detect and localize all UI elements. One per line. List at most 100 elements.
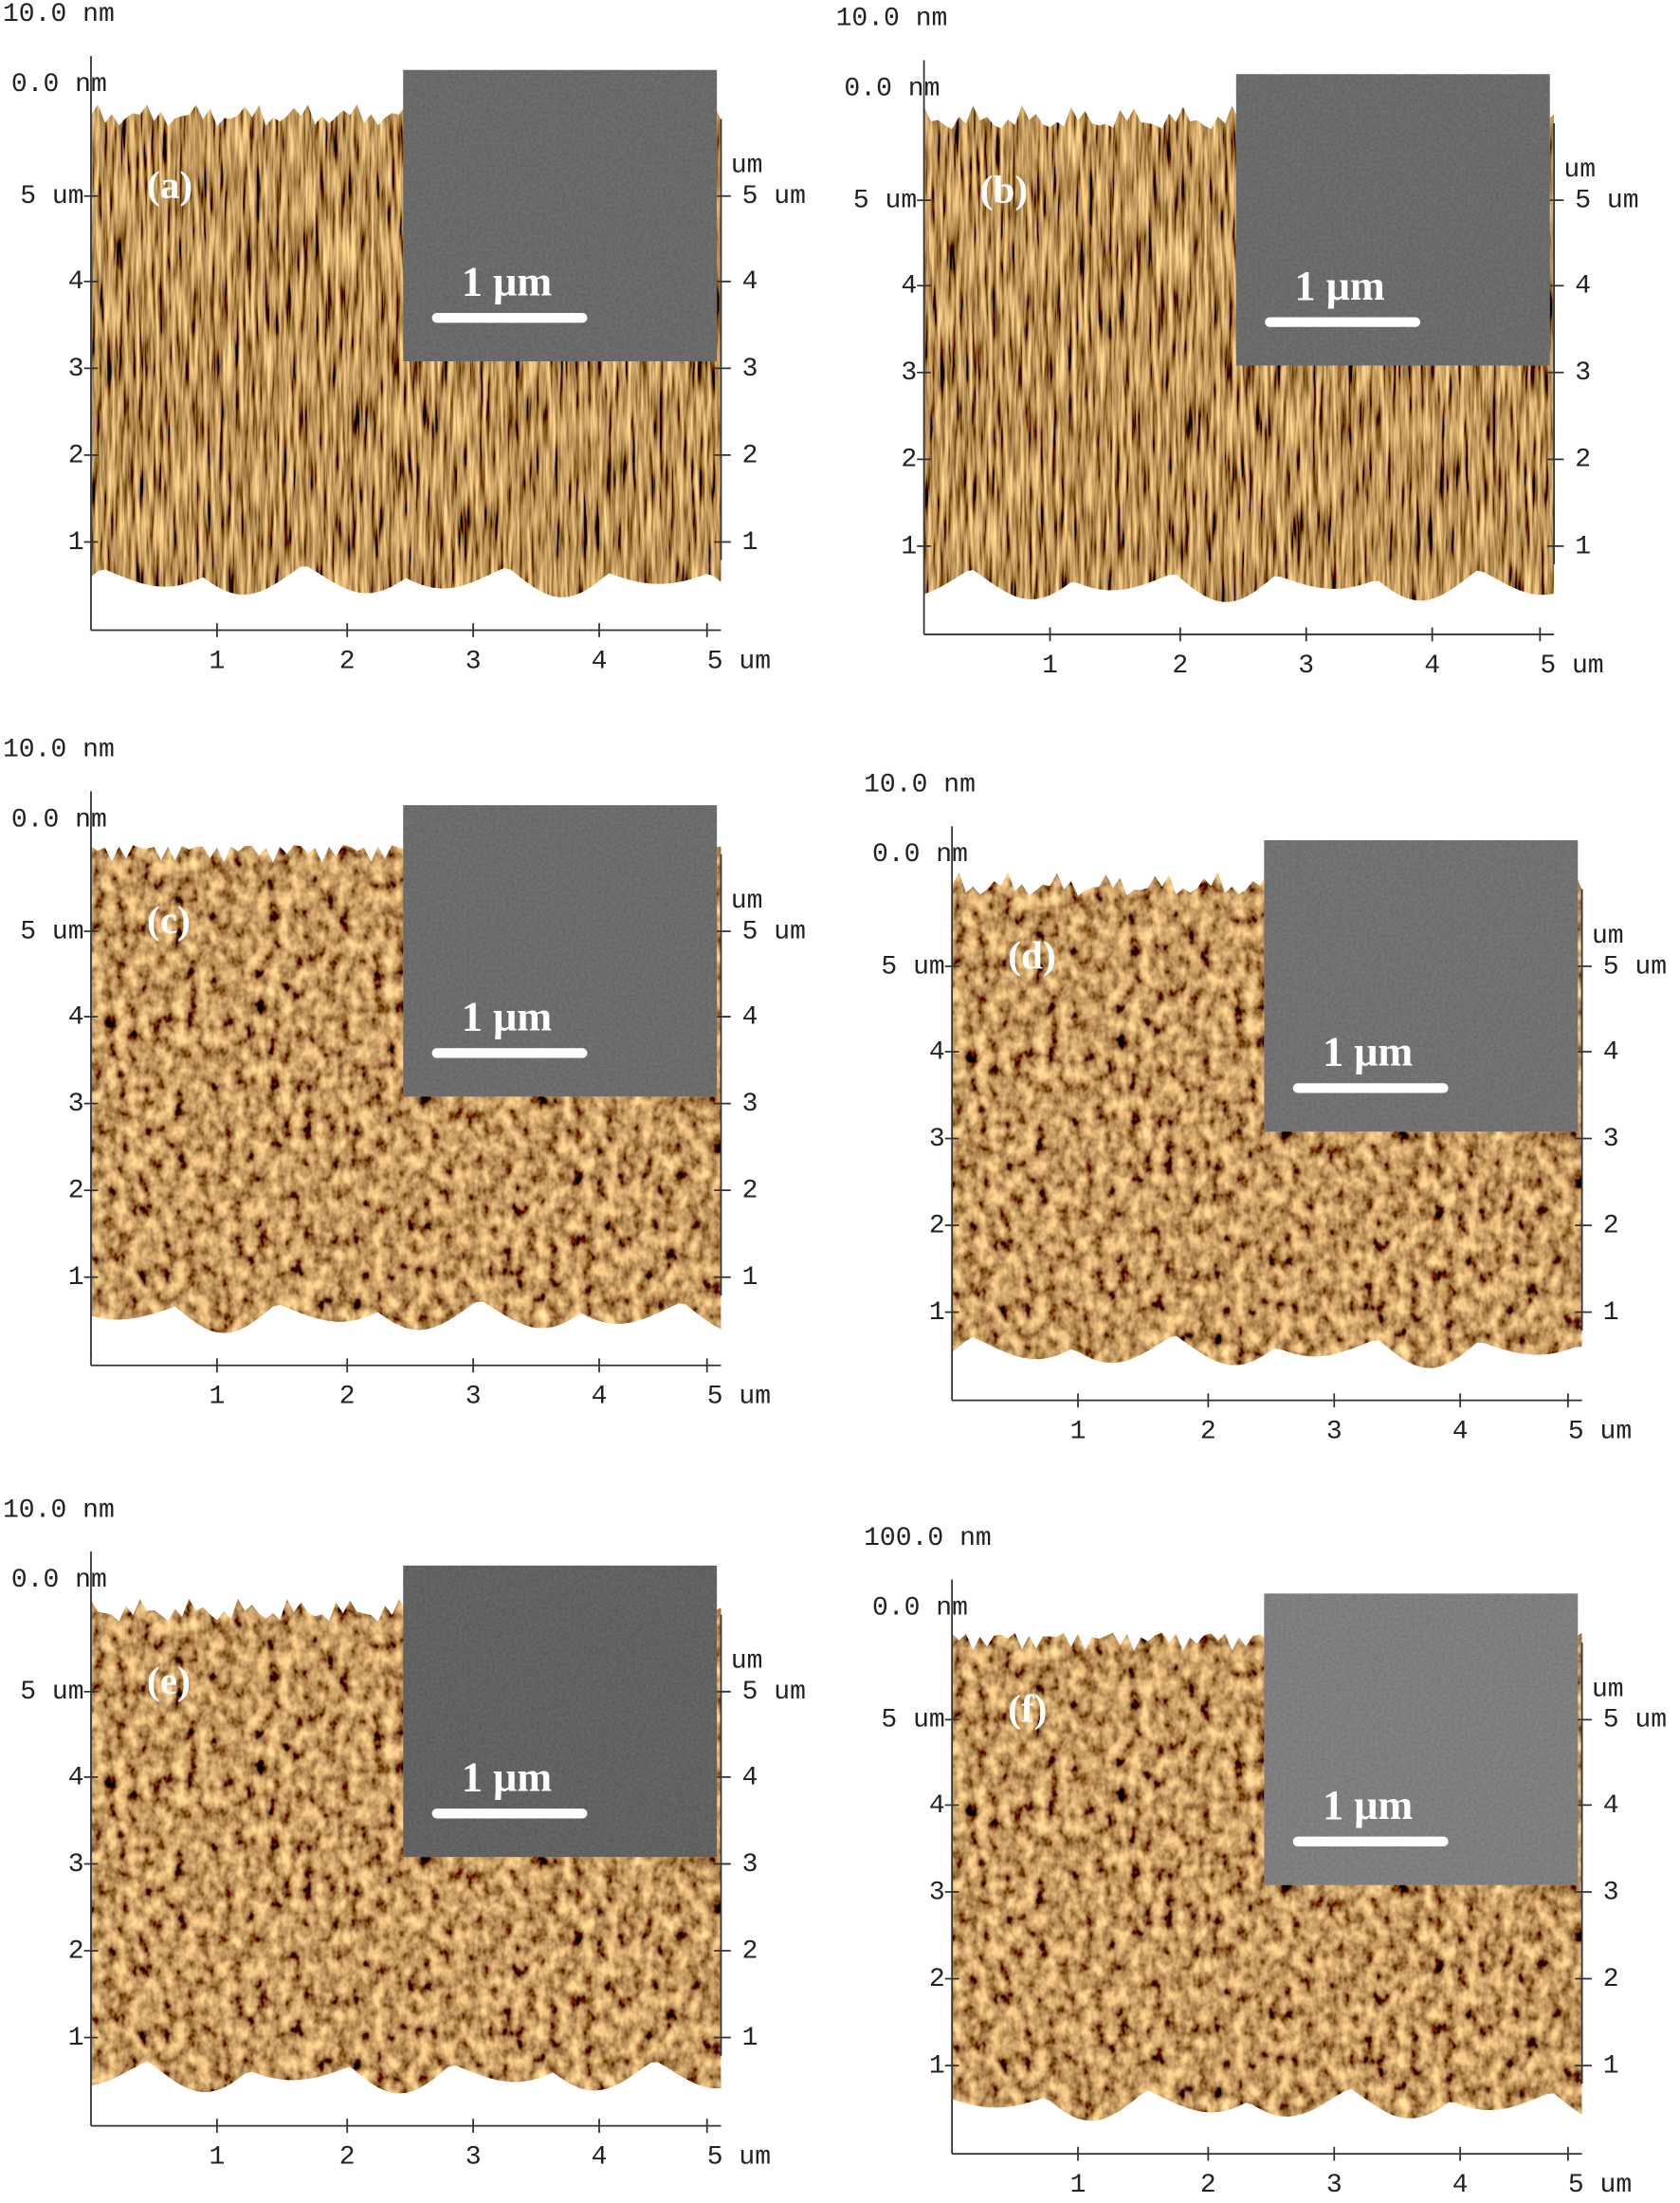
x-tick-label: 4 bbox=[592, 2142, 608, 2172]
scale-bar-label: 1 μm bbox=[462, 1753, 552, 1800]
y2-tick-label: 2 bbox=[1603, 1211, 1619, 1240]
y2-tick-label: 4 bbox=[1603, 1037, 1619, 1067]
y2-unit-label: um bbox=[731, 152, 763, 181]
y-tick-label: 1 bbox=[68, 2024, 84, 2053]
x-tick-label: 1 bbox=[1070, 1418, 1087, 1447]
y2-tick-label: 1 bbox=[742, 528, 758, 558]
x-tick-label: 5 um bbox=[707, 1383, 771, 1412]
x-tick-label: 5 um bbox=[1540, 652, 1603, 681]
z-max-label: 10.0 nm bbox=[3, 1496, 115, 1525]
afm-panel: 10.0 nm 0.0 nm 5 um 5 um 4 4 3 3 2 2 1 1 um 1 2 3 4 5 um (… bbox=[836, 5, 1639, 681]
sem-inset bbox=[403, 69, 718, 361]
panel-label: (e) bbox=[147, 1659, 191, 1703]
z-min-label: 0.0 nm bbox=[872, 840, 968, 870]
y-tick-label: 5 um bbox=[20, 917, 83, 946]
x-tick-label: 5 um bbox=[707, 647, 771, 676]
y2-tick-label: 4 bbox=[1575, 272, 1591, 302]
y2-tick-label: 2 bbox=[742, 1937, 758, 1966]
y-tick-label: 1 bbox=[929, 2051, 945, 2081]
sem-inset bbox=[403, 805, 718, 1097]
y2-tick-label: 3 bbox=[742, 355, 758, 384]
x-tick-label: 3 bbox=[1298, 652, 1314, 681]
panel-label: (a) bbox=[147, 163, 192, 208]
z-min-label: 0.0 nm bbox=[872, 1594, 968, 1624]
y2-tick-label: 3 bbox=[1603, 1125, 1619, 1154]
y-tick-label: 4 bbox=[68, 1763, 84, 1792]
y-tick-label: 4 bbox=[929, 1037, 945, 1067]
y-tick-label: 3 bbox=[68, 1850, 84, 1880]
x-tick-label: 3 bbox=[466, 1383, 482, 1412]
y2-tick-label: 4 bbox=[742, 1763, 758, 1792]
z-max-label: 10.0 nm bbox=[864, 770, 976, 799]
y2-unit-label: um bbox=[1592, 1675, 1624, 1704]
x-tick-label: 2 bbox=[1200, 1418, 1216, 1447]
x-tick-label: 1 bbox=[209, 1383, 225, 1412]
y2-tick-label: 5 um bbox=[1603, 952, 1667, 982]
x-tick-label: 4 bbox=[1452, 1418, 1469, 1447]
y2-tick-label: 3 bbox=[742, 1850, 758, 1880]
y2-tick-label: 2 bbox=[1575, 446, 1591, 475]
y2-tick-label: 3 bbox=[1603, 1878, 1619, 1907]
y2-tick-label: 5 um bbox=[742, 917, 806, 946]
sem-inset bbox=[1264, 840, 1579, 1132]
y-tick-label: 5 um bbox=[20, 182, 83, 211]
x-tick-label: 1 bbox=[209, 2142, 225, 2172]
y2-tick-label: 3 bbox=[742, 1090, 758, 1119]
y2-tick-label: 5 um bbox=[742, 182, 806, 211]
panel-label: (f) bbox=[1008, 1686, 1047, 1731]
y-tick-label: 5 um bbox=[881, 952, 944, 982]
afm-panel: 10.0 nm 0.0 nm 5 um 5 um 4 4 3 3 2 2 1 1 um 1 2 3 4 5 um (… bbox=[3, 0, 806, 676]
panel-label: (c) bbox=[147, 898, 191, 943]
y-tick-label: 1 bbox=[68, 1263, 84, 1293]
y2-tick-label: 3 bbox=[1575, 358, 1591, 388]
sem-inset bbox=[1264, 1593, 1579, 1885]
y2-tick-label: 1 bbox=[742, 1263, 758, 1293]
y-tick-label: 3 bbox=[929, 1125, 945, 1154]
y-tick-label: 2 bbox=[68, 441, 84, 470]
x-tick-label: 1 bbox=[209, 647, 225, 676]
y-tick-label: 4 bbox=[929, 1791, 945, 1821]
y-tick-label: 5 um bbox=[881, 1706, 944, 1735]
x-tick-label: 1 bbox=[1070, 2171, 1087, 2200]
z-max-label: 100.0 nm bbox=[864, 1524, 992, 1553]
y2-unit-label: um bbox=[731, 1647, 763, 1677]
x-tick-label: 2 bbox=[339, 647, 356, 676]
y-tick-label: 3 bbox=[929, 1878, 945, 1907]
panel-label: (b) bbox=[980, 167, 1029, 211]
x-tick-label: 3 bbox=[1326, 1418, 1342, 1447]
y2-tick-label: 4 bbox=[742, 267, 758, 297]
y-tick-label: 2 bbox=[929, 1211, 945, 1240]
y2-tick-label: 1 bbox=[742, 2024, 758, 2053]
x-tick-label: 3 bbox=[1326, 2171, 1342, 2200]
z-min-label: 0.0 nm bbox=[11, 70, 107, 100]
y-tick-label: 2 bbox=[68, 1177, 84, 1206]
z-max-label: 10.0 nm bbox=[3, 0, 115, 29]
x-tick-label: 5 um bbox=[707, 2142, 771, 2172]
y2-tick-label: 1 bbox=[1603, 2051, 1619, 2081]
y-tick-label: 2 bbox=[929, 1965, 945, 1994]
y-tick-label: 1 bbox=[901, 532, 917, 561]
y2-tick-label: 2 bbox=[742, 441, 758, 470]
z-max-label: 10.0 nm bbox=[836, 5, 948, 34]
afm-panel: 10.0 nm 0.0 nm 5 um 5 um 4 4 3 3 2 2 1 1 um 1 2 3 4 5 um (… bbox=[3, 1496, 806, 2172]
afm-panel: 10.0 nm 0.0 nm 5 um 5 um 4 4 3 3 2 2 1 1 um 1 2 3 4 5 um (… bbox=[3, 735, 806, 1411]
x-tick-label: 2 bbox=[1200, 2171, 1216, 2200]
y2-tick-label: 5 um bbox=[1603, 1706, 1667, 1735]
y-tick-label: 1 bbox=[929, 1298, 945, 1328]
y-tick-label: 5 um bbox=[853, 187, 917, 216]
x-tick-label: 5 um bbox=[1568, 1418, 1632, 1447]
y2-tick-label: 4 bbox=[742, 1002, 758, 1032]
y-tick-label: 2 bbox=[68, 1937, 84, 1966]
x-tick-label: 2 bbox=[339, 2142, 356, 2172]
x-tick-label: 3 bbox=[466, 647, 482, 676]
x-tick-label: 2 bbox=[339, 1383, 356, 1412]
afm-panel: 10.0 nm 0.0 nm 5 um 5 um 4 4 3 3 2 2 1 1 um 1 2 3 4 5 um (… bbox=[864, 770, 1667, 1446]
y2-tick-label: 4 bbox=[1603, 1791, 1619, 1821]
sem-inset bbox=[1235, 74, 1550, 366]
panel-label: (d) bbox=[1008, 933, 1056, 978]
y-tick-label: 3 bbox=[68, 1090, 84, 1119]
x-tick-label: 4 bbox=[1452, 2171, 1469, 2200]
y2-tick-label: 2 bbox=[742, 1177, 758, 1206]
